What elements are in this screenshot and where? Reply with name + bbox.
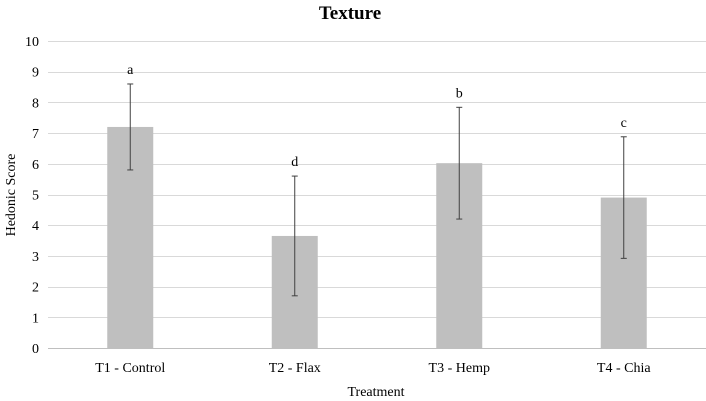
y-tick-label: 9 bbox=[32, 66, 39, 81]
error-bars bbox=[127, 83, 627, 297]
bars bbox=[107, 126, 647, 349]
y-tick-label: 10 bbox=[25, 35, 39, 50]
chart-title: Texture bbox=[319, 3, 381, 24]
y-tick-label: 1 bbox=[32, 311, 39, 326]
x-tick-label: T2 - Flax bbox=[269, 361, 321, 376]
y-axis-label: Hedonic Score bbox=[4, 154, 19, 237]
y-tick-label: 5 bbox=[32, 189, 39, 204]
y-tick-label: 8 bbox=[32, 96, 39, 111]
significance-letter: b bbox=[456, 86, 463, 101]
error-bar bbox=[456, 106, 463, 220]
x-tick-label: T4 - Chia bbox=[597, 361, 651, 376]
x-tick-label: T1 - Control bbox=[95, 361, 165, 376]
significance-letter: a bbox=[127, 63, 134, 78]
x-axis-label: Treatment bbox=[347, 385, 404, 400]
significance-letter: d bbox=[291, 155, 298, 170]
x-tick-label: T3 - Hemp bbox=[429, 361, 490, 376]
error-bar bbox=[127, 83, 134, 171]
y-tick-label: 2 bbox=[32, 281, 39, 296]
y-tick-label: 3 bbox=[32, 250, 39, 265]
error-bar bbox=[291, 175, 298, 297]
significance-letter: c bbox=[621, 116, 627, 131]
x-tick-labels: T1 - Control T2 - Flax T3 - Hemp T4 - Chia bbox=[95, 361, 651, 376]
y-tick-labels: 0 1 2 3 4 5 6 7 8 9 10 bbox=[25, 35, 39, 357]
error-bar bbox=[620, 136, 627, 259]
y-tick-label: 7 bbox=[32, 127, 39, 142]
y-tick-label: 0 bbox=[32, 342, 39, 357]
gridlines bbox=[48, 41, 706, 349]
significance-letters: a d b c bbox=[127, 63, 627, 170]
y-tick-label: 6 bbox=[32, 158, 39, 173]
y-tick-label: 4 bbox=[32, 219, 39, 234]
